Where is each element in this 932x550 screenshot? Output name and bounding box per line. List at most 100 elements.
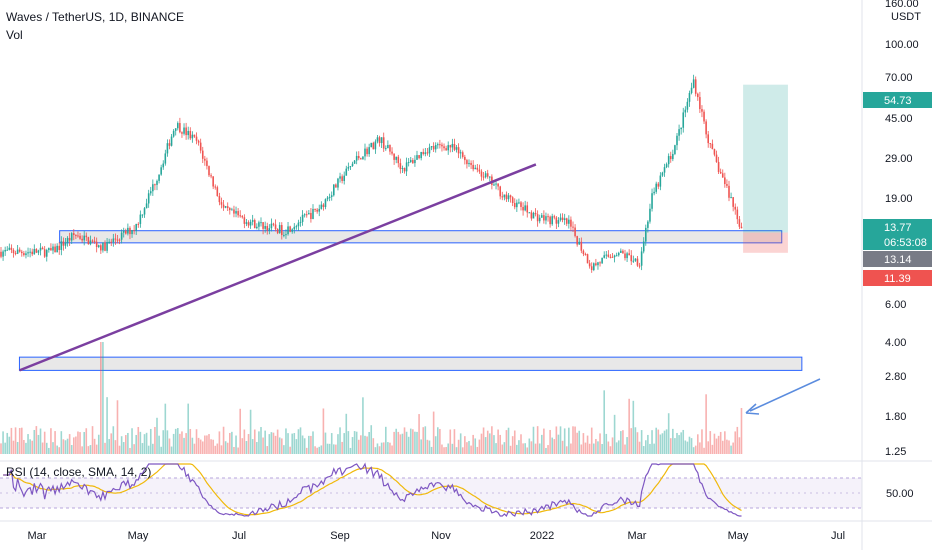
price-tick: 100.00 — [885, 39, 919, 51]
volume-bar — [106, 397, 108, 454]
candle — [216, 187, 219, 197]
volume-bar — [437, 427, 439, 454]
time-axis[interactable]: Mar May Jul Sep Nov 2022 Mar May Jul — [28, 530, 846, 542]
candle — [33, 248, 36, 255]
volume-bar — [95, 444, 98, 454]
candle — [158, 174, 160, 181]
candle — [405, 162, 408, 172]
candle — [12, 249, 15, 254]
volume-bar — [226, 442, 229, 454]
candle — [166, 143, 169, 154]
candle — [451, 143, 454, 148]
candle — [697, 93, 699, 98]
volume-bar — [168, 438, 171, 454]
candle — [243, 217, 246, 224]
candle — [503, 194, 506, 198]
volume-bar — [705, 394, 707, 454]
candle — [499, 186, 501, 197]
volume-bar — [736, 426, 739, 454]
price-badge-text: 06:53:08 — [884, 237, 927, 249]
arrow-line — [749, 378, 821, 412]
time-tick: Nov — [431, 530, 451, 542]
volume-bar — [511, 436, 514, 454]
volume-bar — [655, 427, 657, 454]
rsi-legend[interactable]: RSI (14, close, SMA, 14, 2) — [6, 465, 151, 479]
volume-bar — [520, 434, 522, 454]
volume-bar — [189, 428, 192, 454]
price-badge-text: 11.39 — [884, 273, 911, 285]
candle — [464, 156, 466, 161]
candle — [734, 206, 737, 210]
volume-bar — [164, 403, 167, 454]
volume-bar — [73, 437, 75, 454]
candle — [41, 247, 44, 250]
candle — [212, 176, 214, 187]
candle — [669, 156, 672, 160]
volume-bar — [52, 442, 54, 454]
candle — [164, 153, 167, 164]
candle — [364, 148, 366, 157]
volume-bar — [491, 426, 493, 454]
candle — [68, 237, 71, 241]
rsi-label: RSI (14, close, SMA, 14, 2) — [6, 465, 152, 479]
candle — [368, 147, 370, 155]
volume-bar — [43, 431, 46, 454]
candle — [127, 227, 129, 234]
candle — [459, 152, 462, 154]
price-tick: 19.00 — [885, 193, 913, 205]
volume-bar — [278, 437, 281, 454]
stop-zone — [743, 232, 788, 253]
candle — [645, 227, 647, 242]
price-badge-bg — [863, 270, 932, 286]
volume-bar — [447, 443, 449, 454]
candle — [351, 163, 354, 167]
candle — [145, 203, 148, 209]
annotation-arrow[interactable] — [745, 378, 821, 415]
volume-bar — [299, 427, 302, 454]
candle — [528, 212, 531, 214]
long-position-tool[interactable] — [743, 84, 788, 253]
candle — [318, 208, 321, 212]
vol-legend[interactable]: Vol — [6, 28, 23, 42]
candle — [497, 183, 499, 187]
volume-bar — [133, 444, 135, 454]
volume-bar — [551, 437, 553, 454]
candle — [353, 160, 356, 164]
volume-bar — [424, 426, 427, 454]
volume-bar — [357, 439, 360, 454]
volume-bar — [324, 432, 327, 454]
candle — [122, 230, 125, 233]
volume-bar — [482, 427, 485, 454]
candle — [335, 184, 337, 188]
candle — [129, 227, 131, 235]
volume-bar — [557, 434, 560, 454]
support-zones[interactable] — [18, 230, 803, 371]
volume-bar — [590, 427, 593, 454]
candle — [484, 173, 487, 178]
volume-bar — [152, 443, 154, 454]
volume-bar — [724, 431, 726, 454]
volume-bar — [35, 426, 38, 454]
symbol-legend[interactable]: Waves / TetherUS, 1D, BINANCE — [6, 10, 184, 24]
volume-bar — [241, 438, 244, 454]
volume-bar — [366, 436, 368, 454]
candle — [703, 111, 705, 122]
volume-bar — [174, 428, 177, 454]
candle — [672, 153, 674, 160]
trendline[interactable] — [18, 163, 537, 372]
volume-bar — [574, 426, 576, 454]
candle — [110, 241, 113, 243]
candle — [412, 160, 414, 164]
candle — [380, 137, 383, 144]
candle — [21, 251, 23, 254]
candle — [56, 245, 58, 253]
candle — [574, 227, 576, 237]
volume-bar — [516, 444, 518, 454]
candle — [0, 251, 2, 257]
volume-bar — [672, 428, 674, 454]
volume-bar — [439, 428, 441, 454]
candle — [185, 127, 187, 136]
volume-bar — [23, 439, 25, 454]
